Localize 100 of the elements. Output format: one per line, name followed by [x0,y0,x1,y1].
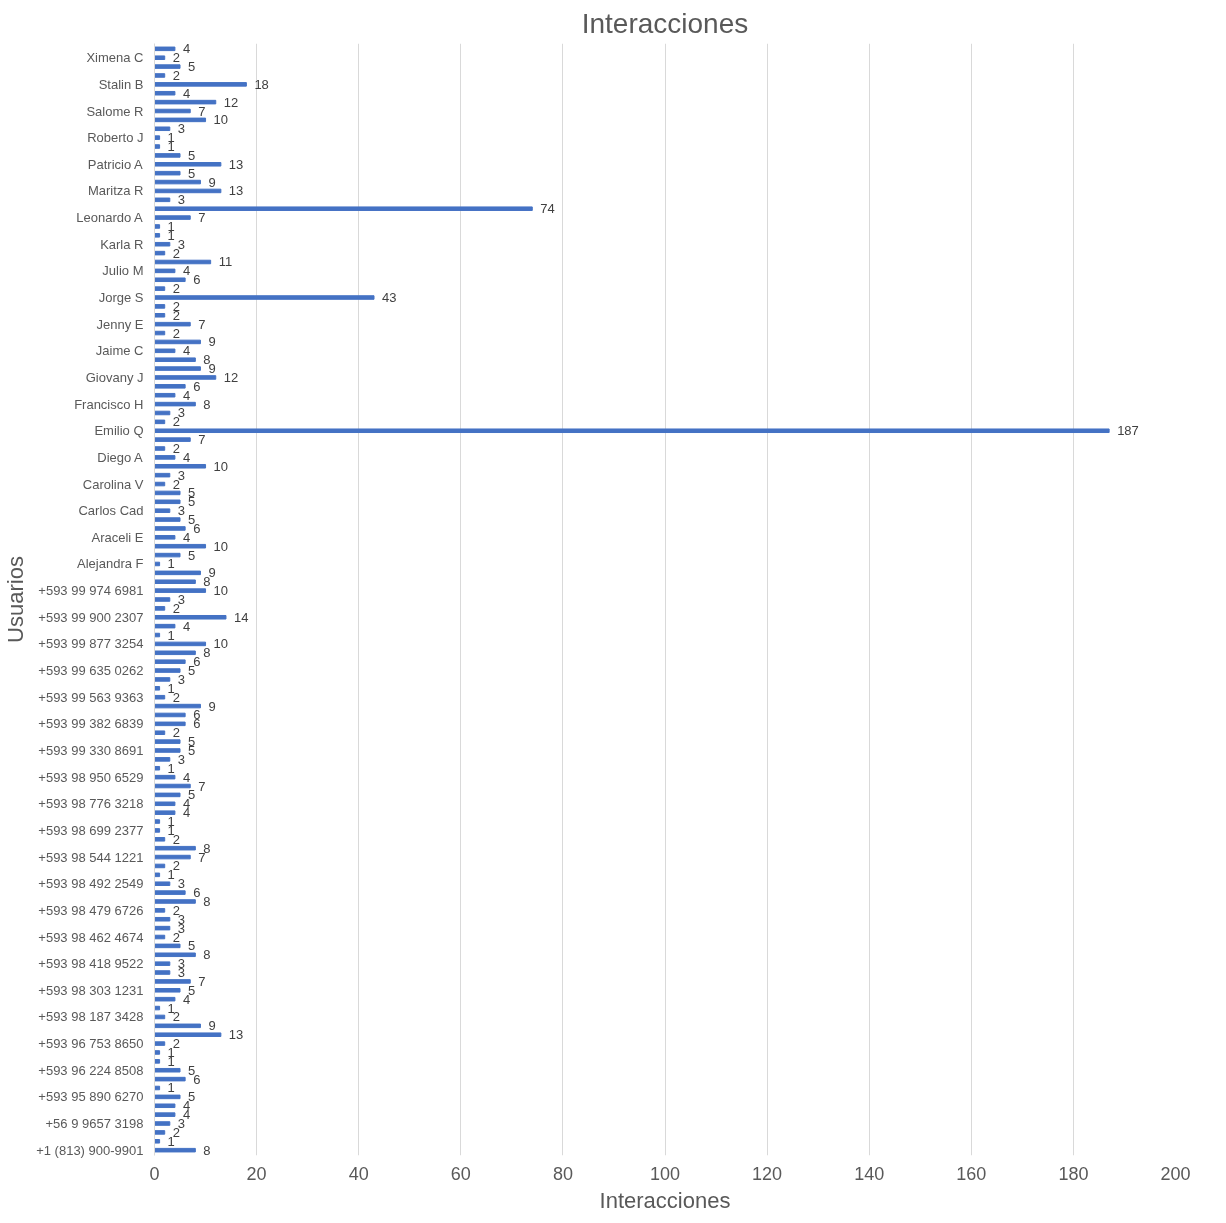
bar [154,224,161,229]
data-label: 9 [208,698,216,714]
bar [154,916,171,922]
bar [154,277,186,283]
bar [154,321,191,327]
data-label: 7 [198,210,206,226]
data-label: 3 [177,671,186,687]
y-tick-label: +593 99 877 3254 [38,636,144,652]
data-label: 1 [167,680,175,696]
bar [154,668,181,673]
bar [154,499,181,505]
bar [154,250,166,256]
x-tick-label: 200 [1160,1163,1191,1184]
bar [154,899,196,904]
bar [154,837,166,842]
data-label: 9 [208,174,216,190]
data-label: 11 [218,254,233,270]
y-tick-label: Jenny E [96,316,144,332]
bar [154,126,171,132]
y-tick-label: Jaime C [95,343,144,359]
data-label: 1 [167,1080,175,1096]
data-label: 187 [1117,423,1139,439]
data-label: 8 [203,1142,211,1158]
bar [154,552,181,558]
bar [154,464,207,469]
y-tick-label: +593 98 418 9522 [38,956,144,972]
data-label: 18 [254,76,269,92]
data-label: 4 [182,618,191,634]
y-tick-label: Stalin B [98,76,144,92]
data-label: 10 [213,583,229,599]
bar [154,162,222,167]
data-label: 2 [172,50,180,66]
data-label: 7 [198,316,206,332]
bar [154,1032,222,1037]
y-tick-label: +593 98 492 2549 [38,876,144,892]
bar [154,526,186,531]
y-tick-label: +593 98 462 4674 [38,929,144,945]
bar [154,1050,161,1055]
data-label: 74 [540,201,555,217]
bar [154,64,181,69]
data-label: 1 [167,760,175,776]
data-label: 6 [193,885,201,901]
data-label: 14 [233,609,249,625]
data-label: 2 [172,1009,180,1025]
bar [154,810,176,815]
bar [154,597,171,602]
y-tick-label: Francisco H [74,396,144,412]
bar [154,295,375,300]
bar [154,694,166,700]
bar [154,1103,176,1109]
bar [154,73,166,78]
bar [154,508,171,513]
y-tick-label: +593 96 753 8650 [38,1036,144,1052]
data-label: 43 [382,290,397,306]
data-label: 5 [188,59,196,75]
data-label: 3 [177,751,186,767]
y-tick-label: Julio M [102,263,144,279]
y-tick-label: Salome R [86,103,144,119]
bar [154,757,171,762]
y-tick-label: +593 98 699 2377 [38,822,144,838]
bar [154,1041,166,1046]
y-tick-label: +56 9 9657 3198 [45,1116,144,1132]
x-tick-label: 120 [752,1163,783,1184]
y-tick-label: Alejandra F [77,556,144,572]
bar [154,268,176,274]
bar [154,170,181,176]
bar [154,614,227,620]
y-tick-label: +593 99 974 6981 [38,583,144,599]
bar [154,774,176,780]
bar [154,623,176,629]
x-tick-label: 160 [956,1163,987,1184]
x-tick-label: 80 [552,1163,573,1184]
y-tick-label: Leonardo A [76,210,144,226]
bar [154,686,161,691]
y-tick-label: Carolina V [82,476,144,492]
bar [154,490,181,496]
data-label: 5 [188,938,196,954]
data-label: 4 [182,41,191,57]
bar [154,233,161,238]
bar [154,90,176,96]
data-label: 2 [172,1036,180,1052]
bar [154,961,171,966]
data-label: 3 [177,503,186,519]
bar [154,313,166,318]
bar [154,419,166,425]
bar [154,1130,166,1135]
data-label: 6 [193,654,201,670]
bar [154,943,181,949]
bar [154,988,181,993]
bar [154,970,171,975]
y-tick-label: Araceli E [91,529,144,545]
data-label: 7 [198,778,206,794]
bar [154,828,161,833]
bar [154,348,176,354]
data-label: 4 [182,449,191,465]
bar [154,392,176,398]
data-label: 10 [213,538,229,554]
y-tick-label: +593 98 187 3428 [38,1009,144,1025]
data-label: 1 [167,556,175,572]
y-tick-label: Carlos Cad [78,503,144,519]
